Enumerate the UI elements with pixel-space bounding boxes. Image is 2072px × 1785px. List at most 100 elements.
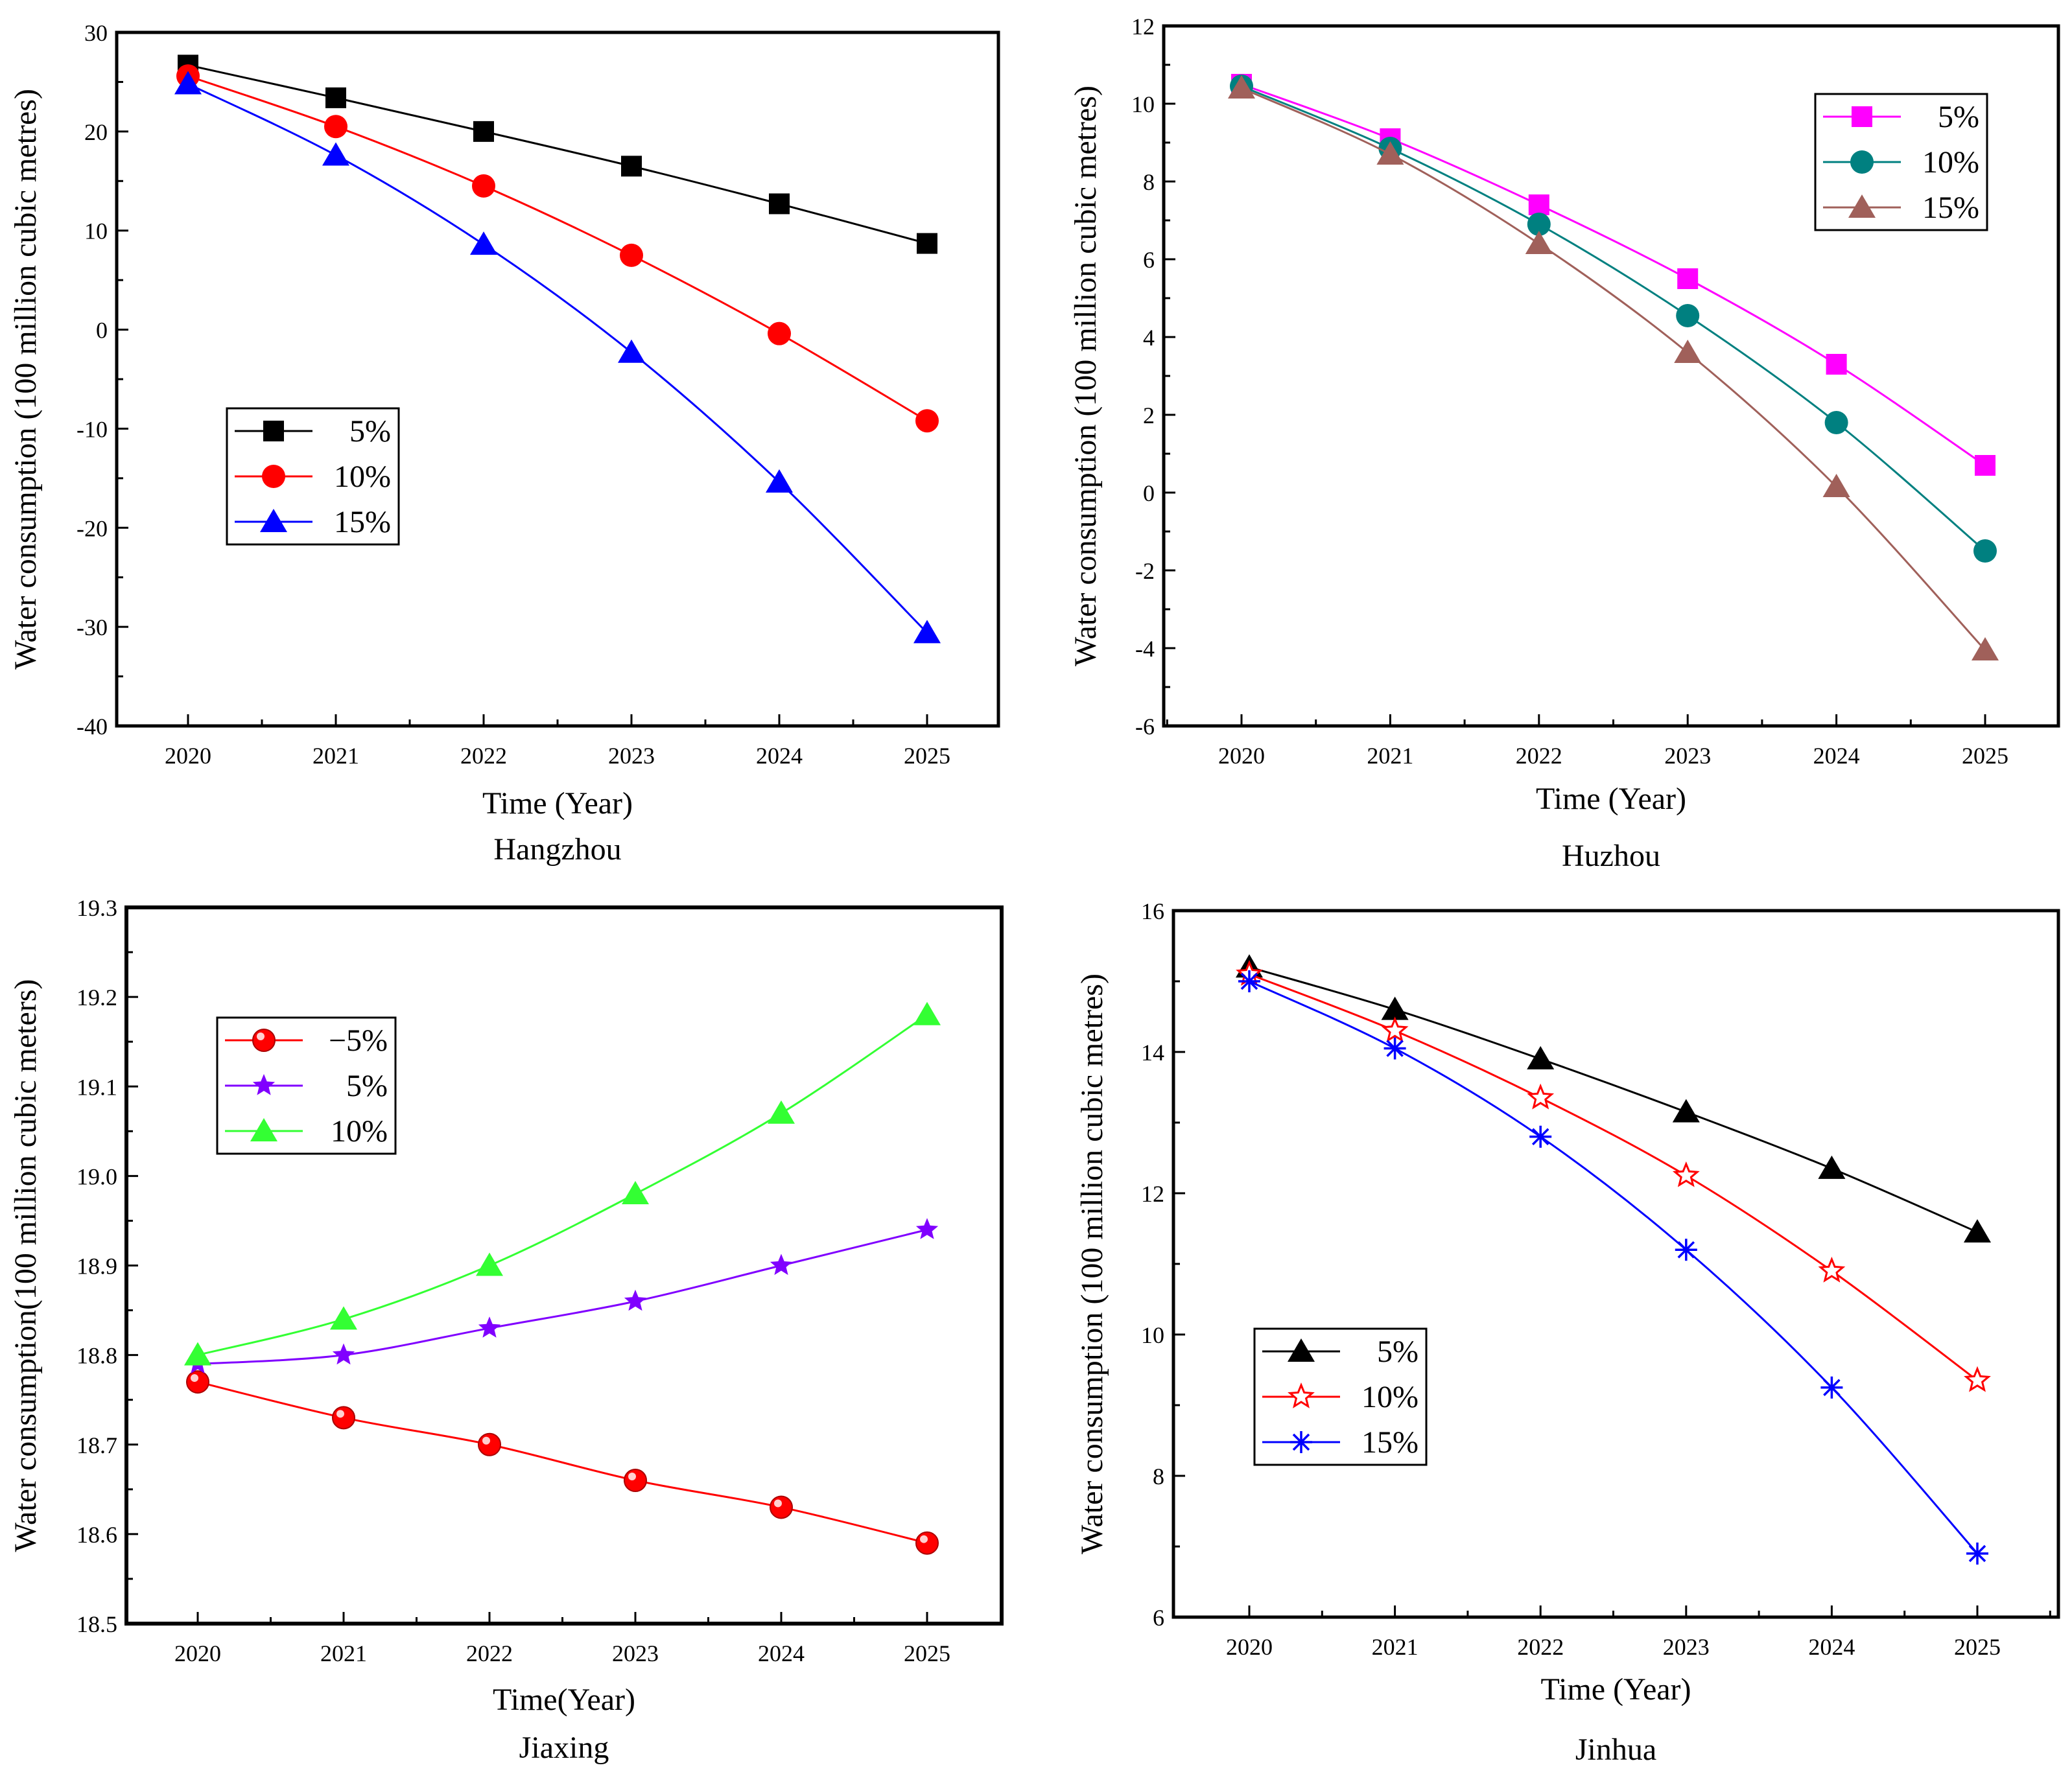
x-tick-label: 2020 <box>165 743 211 769</box>
legend-entry: 15% <box>235 505 391 539</box>
legend-entry: 10% <box>225 1114 388 1149</box>
y-tick-label: -6 <box>1135 714 1155 740</box>
data-point <box>332 1343 355 1365</box>
panel-caption: Jinhua <box>1575 1732 1656 1767</box>
chart-panel-jiaxing: 18.5 18.6 18.7 18.8 18.9 19.0 19.1 19.2 19.3 2020… <box>8 895 1004 1765</box>
series-0 <box>1236 954 1991 1242</box>
y-tick-label: 8 <box>1143 169 1155 195</box>
y-tick-label: -20 <box>77 515 108 541</box>
data-point <box>1527 1045 1555 1069</box>
y-tick-label: 16 <box>1141 898 1164 924</box>
legend-marker <box>260 509 287 532</box>
series-2 <box>184 1001 941 1366</box>
data-point <box>324 115 347 139</box>
legend-label: 10% <box>1922 145 1979 180</box>
legend-marker <box>252 1029 276 1052</box>
x-tick-label: 2025 <box>1962 743 2008 769</box>
legend-entry: 10% <box>235 460 391 494</box>
x-tick-label: 2024 <box>758 1640 805 1666</box>
y-tick-label: 18.5 <box>77 1611 117 1637</box>
x-tick-label: 2023 <box>612 1640 659 1666</box>
data-point <box>1964 1219 1991 1242</box>
y-tick-label: 6 <box>1143 247 1155 273</box>
x-tick-label: 2024 <box>1808 1634 1855 1660</box>
legend-entry: 5% <box>225 1069 388 1103</box>
data-point <box>174 71 202 95</box>
legend: 5% 10% 15% <box>226 407 400 546</box>
panel-caption: Hangzhou <box>493 832 621 867</box>
x-tick-label: 2024 <box>756 743 803 769</box>
series-2 <box>1238 970 1988 1565</box>
y-axis-label: Water consumption (100 million cubic met… <box>8 89 43 670</box>
panel-caption: Huzhou <box>1562 839 1660 873</box>
panel-caption: Jiaxing <box>519 1731 609 1765</box>
data-point <box>622 1181 649 1204</box>
series-2 <box>1228 75 1999 660</box>
x-tick-label: 2023 <box>1664 743 1711 769</box>
data-point <box>330 1306 357 1330</box>
data-point <box>624 1469 647 1492</box>
data-point <box>1964 1366 1991 1392</box>
data-point <box>478 1316 501 1338</box>
x-axis-label: Time (Year) <box>482 786 633 821</box>
data-point <box>1527 213 1551 236</box>
y-axis-label: Water consumption(100 million cubic mete… <box>8 979 43 1552</box>
plot-frame <box>115 30 1000 728</box>
x-tick-label: 2022 <box>466 1640 513 1666</box>
legend: −5% 5% 10% <box>216 1016 397 1155</box>
series-line <box>1241 83 1986 467</box>
legend-marker <box>1288 1382 1315 1408</box>
y-tick-label: 18.8 <box>77 1343 117 1369</box>
legend-entry: −5% <box>225 1023 388 1058</box>
legend: 5% 10% 15% <box>1814 93 1988 231</box>
data-point <box>1672 1161 1700 1187</box>
data-point <box>915 1218 939 1239</box>
data-point <box>768 1100 795 1124</box>
series-1 <box>176 64 939 433</box>
legend-label: 10% <box>331 1114 388 1149</box>
series-line <box>197 1014 928 1357</box>
data-point <box>472 174 495 198</box>
legend-entry: 5% <box>235 414 391 449</box>
legend-entry: 15% <box>1262 1425 1419 1460</box>
data-point <box>1820 1376 1843 1399</box>
x-axis-label: Time(Year) <box>493 1683 635 1717</box>
legend-label: 5% <box>349 414 391 449</box>
data-point <box>913 1001 941 1025</box>
y-tick-label: -30 <box>77 614 108 640</box>
x-tick-label: 2020 <box>1226 1634 1273 1660</box>
data-point <box>915 409 939 433</box>
data-point <box>1381 996 1409 1020</box>
legend-marker <box>250 1118 277 1141</box>
x-tick-label: 2023 <box>608 743 655 769</box>
y-tick-label: 18.7 <box>77 1432 117 1458</box>
legend-entry: 15% <box>1823 191 1979 225</box>
legend-marker <box>1290 1431 1312 1453</box>
y-tick-label: 19.1 <box>77 1074 117 1100</box>
y-axis-label: Water consumption (100 million cubic met… <box>1075 974 1109 1554</box>
y-tick-label: 19.3 <box>77 895 117 921</box>
data-point <box>1529 1125 1552 1148</box>
data-point <box>624 1289 647 1311</box>
y-tick-label: 12 <box>1141 1181 1164 1207</box>
series-0 <box>186 1370 939 1555</box>
y-tick-label: 14 <box>1141 1040 1164 1066</box>
data-point <box>618 339 645 363</box>
x-tick-label: 2022 <box>460 743 507 769</box>
data-point <box>186 1370 209 1394</box>
series-line <box>187 75 928 422</box>
series-line <box>197 1228 928 1365</box>
chart-panel-hangzhou: -40 -30 -20 -10 0 10 20 30 2020 2021 2022 2023 2024 2… <box>8 20 1000 867</box>
data-point <box>1376 141 1404 165</box>
legend-label: 5% <box>1938 100 1979 134</box>
data-point <box>1822 474 1850 497</box>
y-tick-label: 12 <box>1131 14 1155 40</box>
series-1 <box>186 1218 939 1373</box>
data-point <box>1674 340 1702 363</box>
plot-frame <box>1171 909 2060 1619</box>
series-2 <box>174 71 941 644</box>
y-tick-label: 6 <box>1153 1605 1164 1631</box>
y-tick-label: 0 <box>96 318 108 344</box>
data-point <box>1383 1037 1406 1060</box>
